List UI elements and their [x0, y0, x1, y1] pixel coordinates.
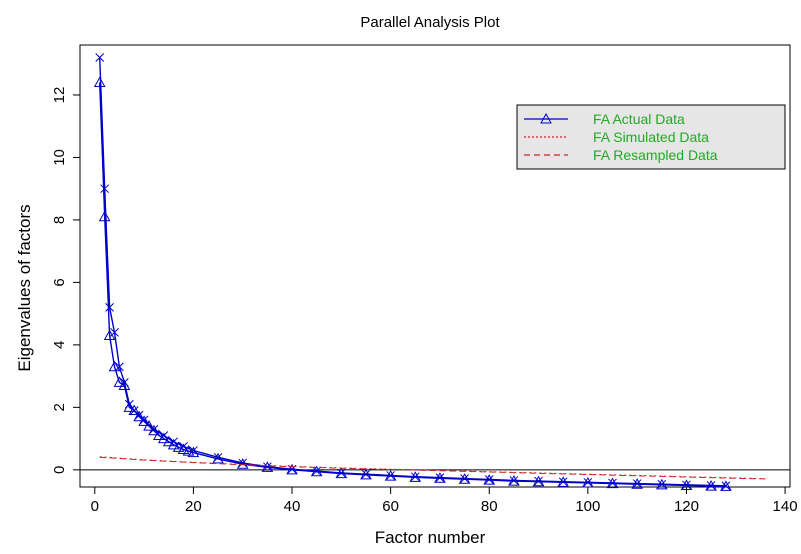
y-tick-label: 0 [51, 466, 68, 474]
x-point [149, 424, 159, 434]
triangle-point [172, 441, 185, 452]
y-axis-label: Eigenvalues of factors [15, 204, 34, 371]
x-point [721, 481, 731, 491]
x-point [608, 478, 617, 488]
x-tick-label: 80 [481, 498, 498, 515]
plot-area-frame [79, 44, 791, 488]
x-point [213, 452, 223, 462]
legend: FA Actual Data FA Simulated Data FA Resamp… [516, 104, 786, 170]
x-tick-label: 60 [382, 498, 399, 515]
x-point [361, 469, 371, 479]
x-tick-label: 100 [575, 498, 600, 515]
x-point [115, 362, 124, 372]
triangle-point [143, 420, 155, 431]
x-point [706, 481, 716, 490]
x-point [558, 477, 568, 487]
x-point [534, 476, 543, 486]
x-tick-label: 40 [284, 498, 301, 515]
legend-triangle-marker [540, 112, 552, 124]
y-tick-label: 4 [51, 341, 68, 349]
x-point [509, 476, 519, 485]
x-point [386, 471, 395, 480]
triangle-point [187, 446, 200, 458]
x-point [189, 446, 198, 455]
x-point [336, 468, 346, 478]
y-tick-label: 8 [51, 216, 68, 224]
x-point [95, 53, 105, 62]
x-point [312, 466, 322, 476]
triangle-point [133, 410, 146, 422]
triangle-point [128, 404, 141, 415]
series-4 [99, 456, 766, 480]
triangle-point [162, 435, 175, 447]
chart-title: Parallel Analysis Plot [360, 14, 500, 31]
x-point [105, 303, 114, 312]
x-point [410, 472, 420, 482]
legend-label: FA Resampled Data [593, 147, 718, 163]
series-line [99, 456, 766, 480]
x-point [179, 442, 188, 451]
triangle-point [138, 415, 150, 426]
series-2 [95, 53, 731, 491]
x-tick-label: 120 [674, 498, 699, 515]
x-tick-label: 20 [185, 498, 202, 515]
x-point [100, 184, 110, 194]
triangle-point [93, 76, 106, 87]
x-axis-label: Factor number [375, 528, 486, 547]
x-point [120, 378, 129, 387]
series-3 [99, 456, 766, 480]
x-point [484, 475, 494, 484]
y-tick-label: 10 [51, 149, 68, 166]
series-layer [93, 53, 766, 491]
legend-label: FA Simulated Data [593, 129, 709, 145]
triangle-point [113, 376, 126, 387]
triangle-point [98, 210, 111, 222]
x-point [657, 479, 667, 489]
legend-label: FA Actual Data [593, 111, 685, 127]
x-point [632, 479, 642, 488]
x-point [460, 474, 469, 483]
series-line [99, 456, 766, 480]
x-tick-label: 0 [91, 498, 99, 515]
triangle-point [182, 445, 195, 456]
x-point [169, 437, 179, 447]
y-tick-label: 2 [51, 403, 68, 411]
x-point [238, 458, 248, 468]
x-point [263, 462, 272, 472]
x-point [110, 328, 119, 337]
x-point [682, 480, 691, 490]
axis-ticks-group: 0 20 40 60 80 100 120 140 0 2 4 6 8 10 12 [51, 87, 798, 515]
x-point [139, 415, 149, 425]
triangle-point [108, 360, 121, 372]
triangle-point [153, 429, 165, 440]
x-tick-label: 140 [773, 498, 798, 515]
x-point [159, 431, 169, 440]
x-point [583, 477, 593, 487]
y-tick-label: 6 [51, 278, 68, 286]
y-tick-label: 12 [51, 87, 68, 104]
x-point [124, 399, 134, 409]
x-point [435, 473, 445, 482]
